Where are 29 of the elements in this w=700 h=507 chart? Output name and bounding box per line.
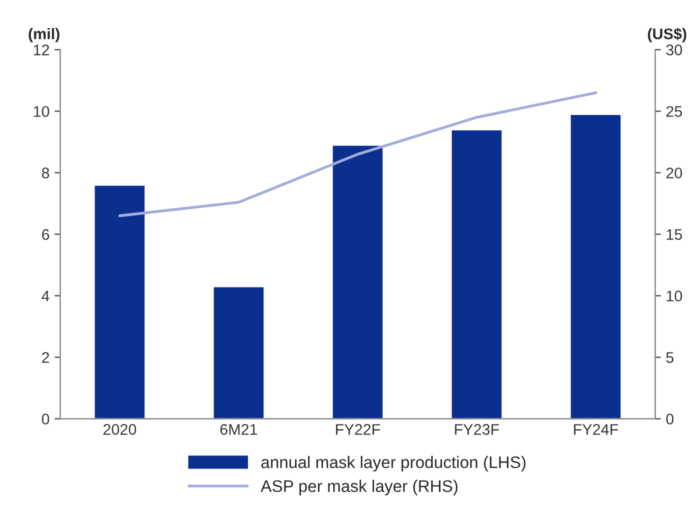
y2-tick-label: 15	[666, 229, 682, 240]
y-tick-label: 6	[42, 229, 50, 240]
x-tick-label: FY24F	[574, 424, 618, 435]
x-tick-label: 2020	[103, 424, 136, 435]
x-tick-label: FY23F	[455, 424, 500, 435]
y-tick-label: 8	[42, 168, 50, 178]
x-tick-label: 6M21	[220, 424, 258, 435]
bar	[93, 184, 146, 419]
y-tick-label: 0	[42, 414, 50, 424]
y-tick-label: 10	[34, 106, 50, 117]
line-series	[118, 91, 598, 218]
y2-tick-label: 0	[666, 414, 674, 424]
y2-tick-label: 30	[666, 44, 682, 56]
bar	[331, 144, 384, 419]
legend-label: annual mask layer production (LHS)	[261, 456, 526, 472]
y2-tick-label: 10	[666, 290, 682, 302]
y2-tick-label: 20	[666, 168, 682, 178]
y-axis-title: (mil)	[28, 28, 60, 42]
y-tick-label: 4	[42, 290, 50, 302]
legend-label: ASP per mask layer (RHS)	[260, 480, 458, 496]
y-tick-label: 2	[42, 352, 50, 363]
y2-axis-title: (US$)	[648, 28, 686, 42]
y2-tick-label: 25	[666, 106, 682, 117]
y-tick-label: 12	[34, 44, 50, 56]
x-tick-label: FY22F	[336, 424, 380, 435]
bar	[212, 286, 265, 419]
bar	[569, 114, 622, 419]
y2-tick-label: 5	[666, 352, 674, 363]
bar	[450, 128, 503, 419]
